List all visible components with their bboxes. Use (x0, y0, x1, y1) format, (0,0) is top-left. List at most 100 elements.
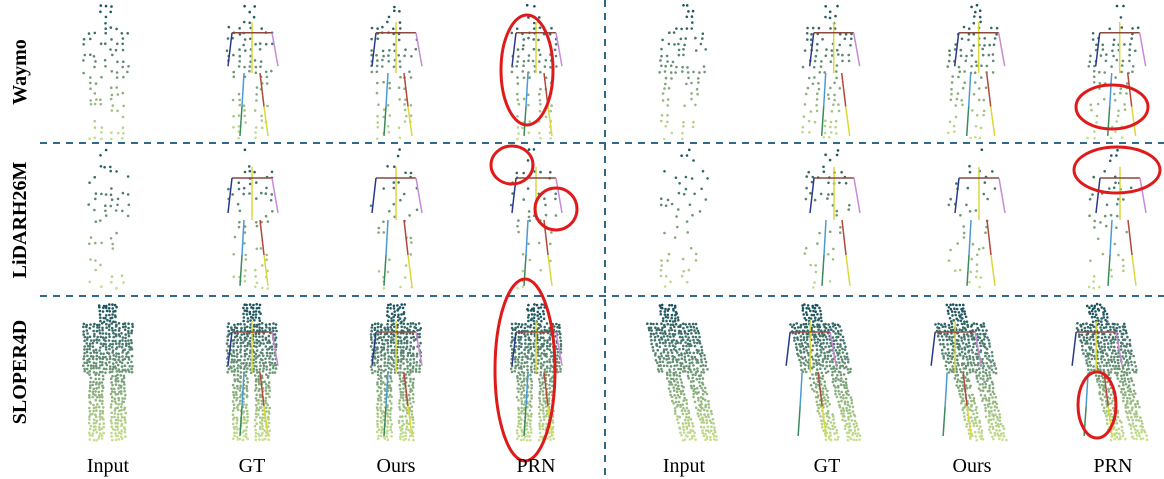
point (388, 82, 391, 85)
point (550, 351, 553, 354)
point (523, 60, 526, 63)
point (953, 307, 956, 310)
point (403, 313, 406, 316)
point (548, 384, 551, 387)
point (1102, 410, 1105, 413)
point (541, 404, 544, 407)
point (540, 357, 543, 360)
point (858, 438, 861, 441)
point (545, 59, 548, 62)
point (255, 316, 258, 319)
point (86, 355, 89, 358)
point (89, 336, 92, 339)
point (266, 82, 269, 85)
point (408, 385, 411, 388)
point (243, 5, 246, 8)
point (246, 396, 249, 399)
point (967, 325, 970, 328)
point (82, 330, 85, 333)
point (671, 383, 674, 386)
point (95, 406, 98, 409)
point (264, 399, 267, 402)
point (92, 365, 95, 368)
point (243, 242, 246, 245)
point (389, 384, 392, 387)
point (124, 348, 127, 351)
point (265, 187, 268, 190)
point (539, 71, 542, 74)
point (256, 225, 259, 228)
point (538, 397, 541, 400)
point (1113, 93, 1116, 96)
point (524, 342, 527, 345)
point (518, 409, 521, 412)
point (236, 385, 239, 388)
point (558, 330, 561, 333)
point (1104, 396, 1107, 399)
point (975, 209, 978, 212)
point (686, 4, 689, 7)
point (686, 154, 689, 157)
point (544, 368, 547, 371)
point (374, 357, 377, 360)
point (262, 362, 265, 365)
point (235, 422, 238, 425)
point (376, 403, 379, 406)
point (960, 99, 963, 102)
point (701, 416, 704, 419)
point (101, 126, 104, 129)
point (131, 355, 134, 358)
point (393, 335, 396, 338)
point (255, 346, 258, 349)
point (257, 413, 260, 416)
point (245, 433, 248, 436)
point (259, 42, 262, 45)
point (704, 48, 707, 51)
point (1082, 352, 1085, 355)
point (1132, 399, 1135, 402)
point (382, 187, 385, 190)
point (826, 197, 829, 200)
point (275, 364, 278, 367)
point (254, 286, 257, 289)
point (115, 383, 118, 386)
point (522, 172, 525, 175)
point (542, 409, 545, 412)
point (233, 387, 236, 390)
point (670, 71, 673, 74)
point (830, 328, 833, 331)
point (703, 371, 706, 374)
point (529, 358, 532, 361)
point (275, 343, 278, 346)
point (100, 76, 103, 79)
point (122, 336, 125, 339)
point (820, 193, 823, 196)
point (992, 71, 995, 74)
point (108, 329, 111, 332)
point (402, 397, 405, 400)
point (546, 360, 549, 363)
point (409, 364, 412, 367)
point (233, 434, 236, 437)
point (403, 368, 406, 371)
point (554, 49, 557, 52)
point (1088, 361, 1091, 364)
point (262, 342, 265, 345)
point (675, 215, 678, 218)
point (274, 327, 277, 330)
point (529, 343, 532, 346)
point (817, 396, 820, 399)
point (86, 329, 89, 332)
point (538, 242, 541, 245)
point (246, 416, 249, 419)
point (236, 333, 239, 336)
point (1099, 304, 1102, 307)
point (389, 326, 392, 329)
point (544, 204, 547, 207)
point (833, 82, 836, 85)
point (265, 386, 268, 389)
point (531, 371, 534, 374)
point (1098, 309, 1101, 312)
point (529, 326, 532, 329)
point (822, 339, 825, 342)
